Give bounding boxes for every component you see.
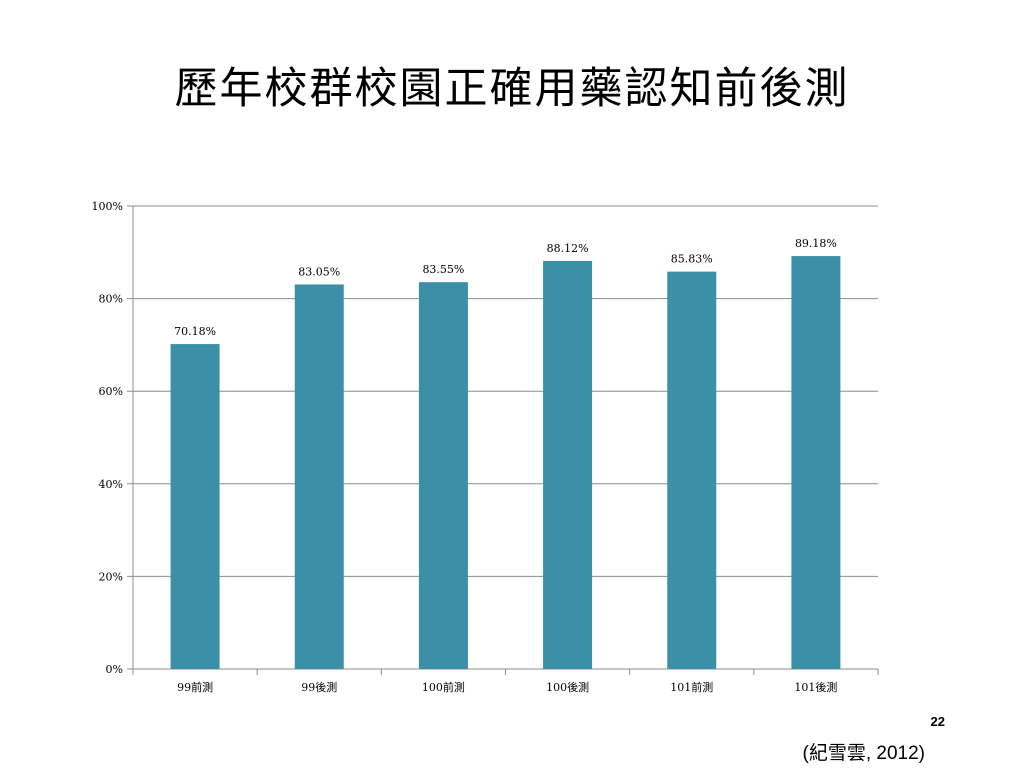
bar: [294, 284, 344, 669]
data-label: 89.18%: [795, 237, 837, 250]
bar: [543, 261, 593, 669]
x-tick-label: 99前測: [177, 680, 213, 694]
bars: [170, 256, 841, 669]
data-label: 85.83%: [671, 253, 713, 266]
x-tick-label: 101前測: [670, 680, 713, 694]
bar: [791, 256, 841, 669]
y-tick-label: 60%: [99, 385, 123, 398]
x-tick-label: 101後測: [794, 680, 837, 694]
data-label: 70.18%: [174, 325, 216, 338]
y-tick-label: 100%: [92, 200, 123, 213]
data-label: 83.05%: [298, 265, 340, 278]
data-label: 88.12%: [547, 242, 589, 255]
gridlines: [127, 205, 878, 670]
axes: [132, 206, 879, 675]
y-tick-label: 0%: [106, 663, 123, 676]
bar: [418, 282, 468, 669]
data-label: 83.55%: [422, 263, 464, 276]
y-tick-label: 80%: [99, 293, 123, 306]
y-tick-label: 20%: [99, 570, 123, 583]
page-number: 22: [930, 714, 945, 729]
x-tick-label: 100後測: [546, 680, 589, 694]
data-labels: 70.18% 83.05% 83.55% 88.12% 85.83% 89.18%: [174, 237, 837, 338]
bar: [667, 271, 717, 669]
x-tick-label: 99後測: [301, 680, 337, 694]
x-tick-label: 100前測: [422, 680, 465, 694]
tick-labels: 0% 20% 40% 60% 80% 100% 99前測 99後測 100前測 100後測 101前…: [92, 200, 838, 694]
slide-title: 歷年校群校園正確用藥認知前後測: [174, 64, 850, 114]
bar: [170, 344, 220, 669]
citation: (紀雪雲, 2012): [802, 743, 925, 764]
y-tick-label: 40%: [99, 478, 123, 491]
